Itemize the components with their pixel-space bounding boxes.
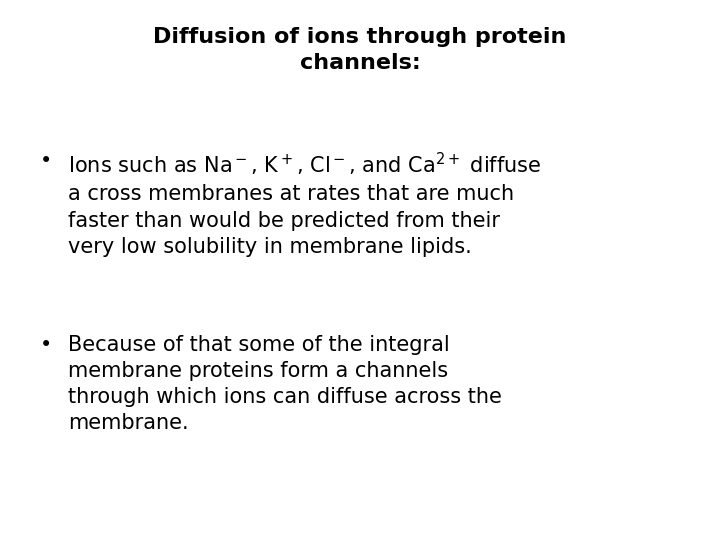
Text: •: • <box>40 151 52 171</box>
Text: Ions such as Na$^-$, K$^+$, Cl$^-$, and Ca$^{2+}$ diffuse
a cross membranes at r: Ions such as Na$^-$, K$^+$, Cl$^-$, and … <box>68 151 542 256</box>
Text: Diffusion of ions through protein
channels:: Diffusion of ions through protein channe… <box>153 27 567 72</box>
Text: Because of that some of the integral
membrane proteins form a channels
through w: Because of that some of the integral mem… <box>68 335 503 433</box>
Text: •: • <box>40 335 52 355</box>
